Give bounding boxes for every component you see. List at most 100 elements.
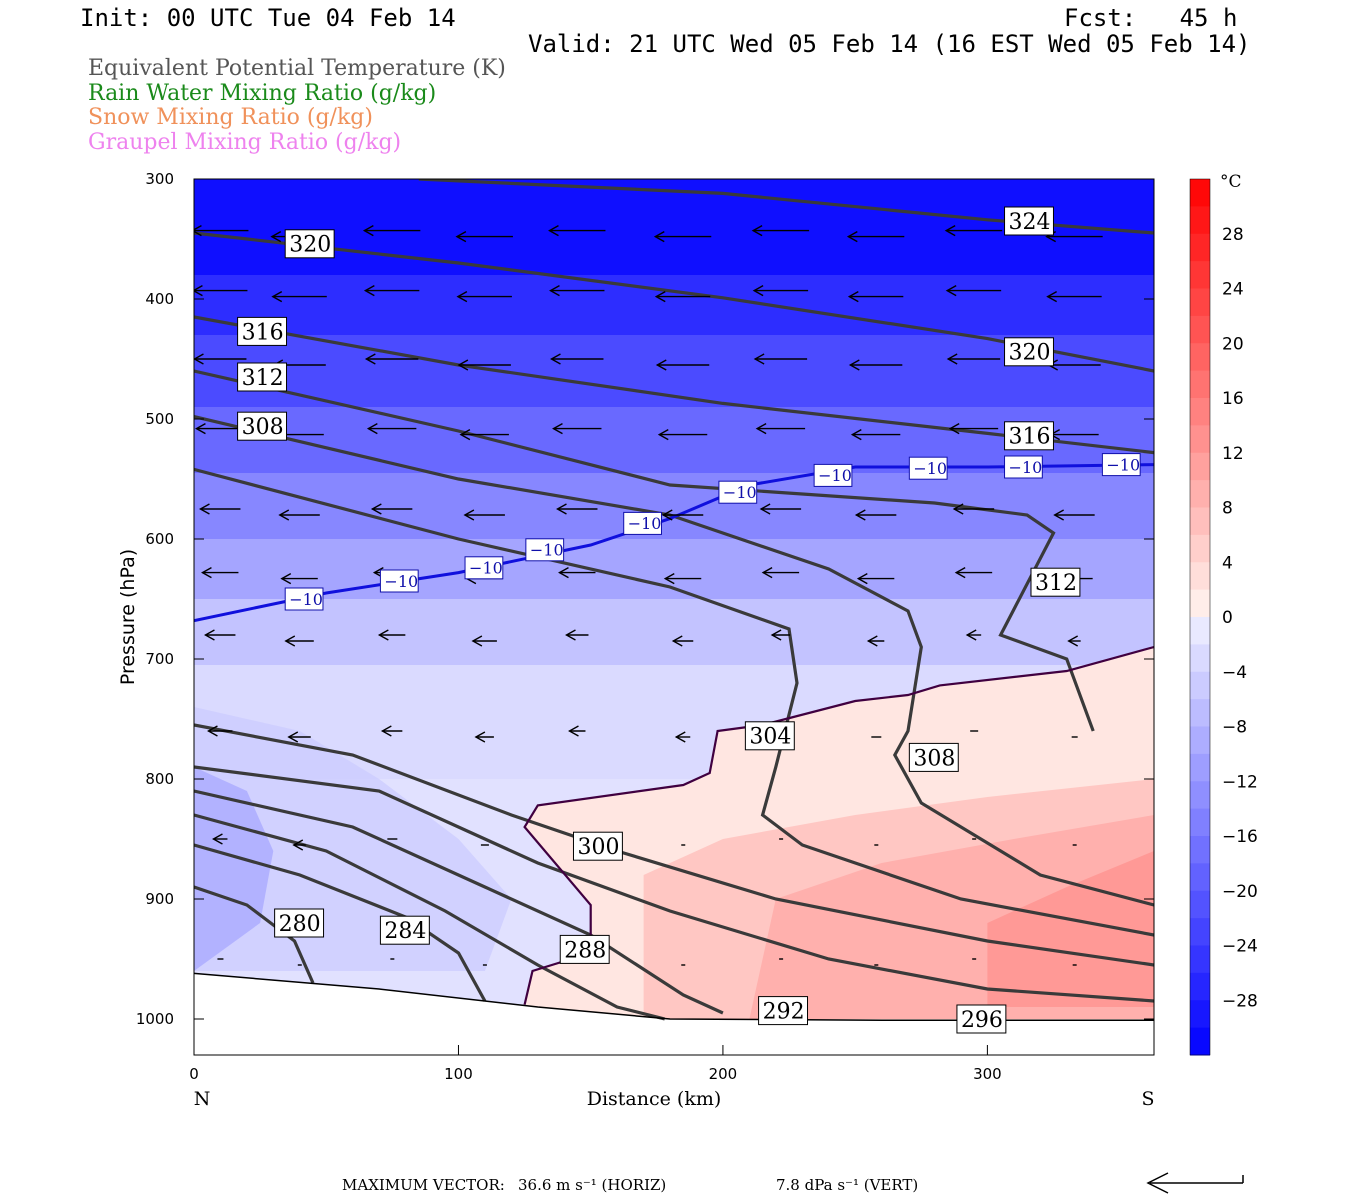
wind-vector: [271, 290, 327, 303]
wind-head: [846, 230, 858, 243]
isotherm-label-text: −10: [469, 559, 503, 578]
isotherm-label: −10: [379, 569, 419, 593]
isotherm-label: −10: [1004, 455, 1043, 479]
wind-vector: [548, 224, 606, 237]
wind-vector: [759, 503, 802, 515]
wind-head: [568, 725, 579, 737]
wind-head: [661, 509, 673, 521]
wind-vector: [770, 629, 791, 641]
wind-head: [362, 224, 374, 237]
valid-time: Valid: 21 UTC Wed 05 Feb 14 (16 EST Wed …: [528, 30, 1251, 58]
isotherm-label: −10: [284, 587, 324, 611]
wind-vector: [362, 224, 421, 237]
wind-head: [655, 359, 667, 371]
colorbar-tick-label: −20: [1222, 882, 1258, 902]
colorbar-segment: [1190, 836, 1210, 864]
isotherm-label-text: −10: [818, 466, 852, 485]
wind-head: [856, 572, 868, 585]
y-tick-label: 400: [145, 290, 174, 308]
theta-e-label-text: 316: [242, 320, 284, 345]
colorbar-segment: [1190, 726, 1210, 755]
wind-vector: [195, 422, 245, 435]
wind-vector: [284, 635, 314, 647]
wind-head: [548, 224, 559, 237]
wind-head: [456, 290, 468, 303]
theta-e-contour-296: [194, 765, 1154, 1003]
wind-vector: [654, 290, 711, 303]
wind-head: [1053, 509, 1064, 521]
theta-e-contour-308: [194, 415, 1154, 907]
theta-e-label-box: [284, 229, 335, 259]
wind-vector: [866, 635, 885, 647]
theta-e-label-box: [758, 996, 809, 1026]
wind-head: [948, 422, 960, 435]
wind-head: [364, 353, 376, 365]
wind-head: [848, 359, 860, 371]
wind-head: [366, 422, 378, 435]
wind-vector: [848, 359, 903, 371]
isotherm-label-text: −10: [530, 541, 564, 560]
wind-head: [363, 284, 375, 297]
wind-head: [201, 566, 212, 579]
wind-vector: [474, 731, 494, 743]
wind-head: [759, 503, 771, 515]
wind-head: [847, 290, 859, 303]
theta-e-label-box: [1004, 421, 1054, 451]
wind-vector: [280, 572, 318, 585]
max-vector-arrow-icon: [1146, 1172, 1244, 1194]
wind-vector: [761, 566, 800, 579]
y-tick-label: 300: [145, 170, 174, 188]
theta-e-label-box: [908, 742, 959, 772]
wind-head: [204, 629, 215, 641]
max-vector-vert: 7.8 dPa s⁻¹ (VERT): [776, 1176, 919, 1194]
colorbar-segment: [1190, 671, 1210, 700]
wind-head: [854, 509, 866, 521]
wind-vector: [653, 230, 712, 243]
theta-e-label-box: [237, 411, 288, 441]
colorbar-segment: [1190, 452, 1210, 481]
wind-vector: [674, 731, 691, 743]
wind-head: [377, 629, 389, 641]
colorbar-segment: [1190, 288, 1210, 317]
colorbar-tick-label: 24: [1222, 280, 1244, 300]
wind-vector: [1053, 509, 1095, 521]
wind-head: [952, 503, 964, 515]
colorbar-segment: [1190, 562, 1210, 591]
colorbar-unit: °C: [1220, 172, 1242, 192]
wind-head: [212, 833, 223, 845]
wind-head: [954, 566, 966, 579]
colorbar-tick-label: 16: [1222, 389, 1244, 409]
theta-e-label-text: 280: [279, 912, 321, 937]
colorbar-segment: [1190, 589, 1210, 618]
wind-vector: [278, 509, 320, 521]
theta-e-label-text: 320: [1009, 341, 1051, 366]
wind-head: [284, 635, 296, 647]
x-end-label-south: S: [1141, 1088, 1154, 1110]
theta-e-label-text: 312: [242, 366, 284, 391]
wind-vector: [364, 353, 419, 365]
theta-e-label: 324: [1004, 206, 1054, 236]
wind-vector: [366, 422, 417, 435]
wind-vector: [965, 629, 982, 641]
y-tick-label: 500: [145, 410, 174, 428]
wind-head: [292, 839, 304, 851]
colorbar-segment: [1190, 233, 1210, 262]
isotherm-label: −10: [623, 511, 662, 535]
cold-pool-core: [194, 767, 274, 971]
theta-e-label-text: 320: [289, 233, 331, 258]
legend-rain: Rain Water Mixing Ratio (g/kg): [88, 81, 437, 106]
wind-vector: [1067, 635, 1081, 647]
wind-vector: [287, 731, 311, 743]
colorbar-tick-label: 8: [1222, 499, 1233, 519]
theta-e-label-box: [237, 362, 288, 392]
theta-e-label-box: [956, 1004, 1007, 1034]
theta-e-label-text: 284: [384, 919, 426, 944]
theta-e-label: 312: [237, 362, 288, 392]
colorbar-segment: [1190, 890, 1210, 919]
wind-head: [199, 503, 210, 515]
wind-vector: [459, 428, 509, 441]
colorbar-segment: [1190, 261, 1210, 289]
theta-e-contour-280: [194, 885, 315, 984]
isotherm-label: −10: [908, 456, 948, 480]
wind-head: [195, 422, 206, 435]
